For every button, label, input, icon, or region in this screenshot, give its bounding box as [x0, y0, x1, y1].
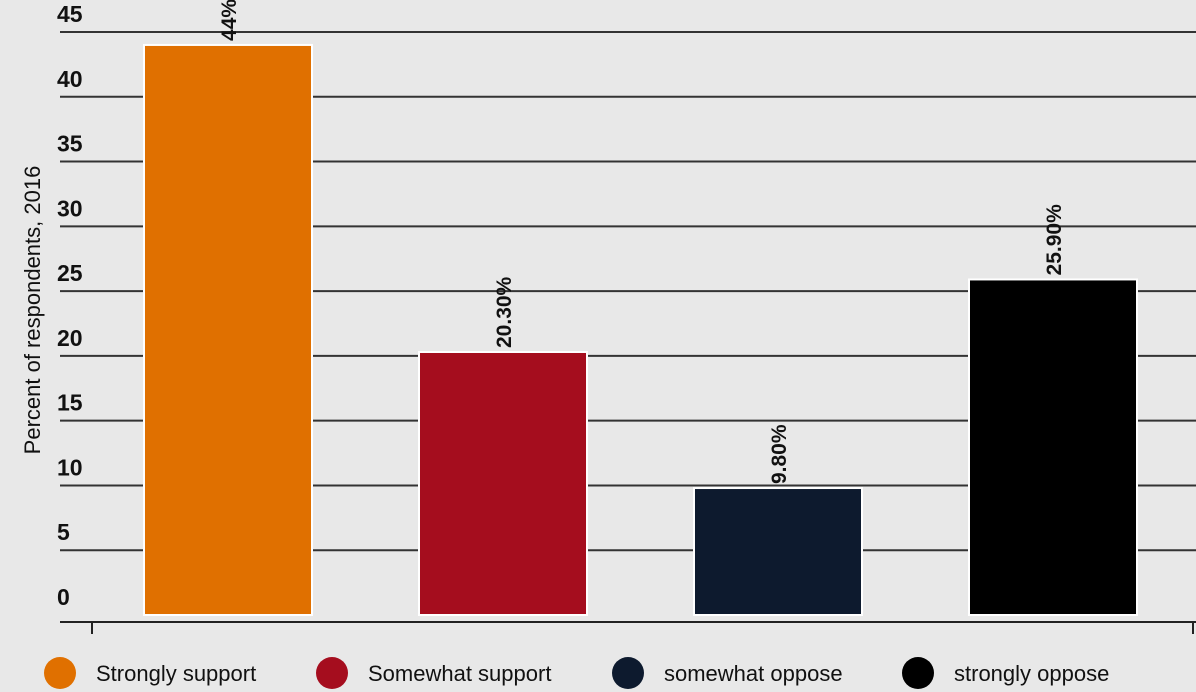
legend-item-0: Strongly support	[44, 657, 256, 689]
data-label-3: 25.90%	[1043, 204, 1066, 276]
legend-swatch-1	[316, 657, 348, 689]
y-tick-label-45: 45	[57, 1, 83, 27]
y-tick-label-15: 15	[57, 390, 83, 416]
legend-swatch-2	[612, 657, 644, 689]
data-label-2: 9.80%	[768, 424, 791, 484]
y-tick-label-20: 20	[57, 325, 83, 351]
bar-3	[968, 278, 1138, 616]
bar-1	[418, 351, 588, 616]
legend-label-2: somewhat oppose	[664, 661, 843, 686]
y-axis-title: Percent of respondents, 2016	[20, 166, 45, 455]
data-labels: 44% 20.30% 9.80% 25.90%	[218, 0, 1066, 484]
legend-label-3: strongly oppose	[954, 661, 1109, 686]
bars	[143, 43, 1138, 616]
y-tick-label-35: 35	[57, 131, 83, 157]
data-label-1: 20.30%	[493, 276, 516, 348]
y-tick-label-25: 25	[57, 260, 83, 286]
legend-item-1: Somewhat support	[316, 657, 551, 689]
data-label-0: 44%	[218, 0, 241, 41]
legend-swatch-3	[902, 657, 934, 689]
y-tick-label-30: 30	[57, 195, 83, 221]
x-axis	[60, 621, 1196, 634]
y-tick-label-10: 10	[57, 454, 83, 480]
legend-item-2: somewhat oppose	[612, 657, 843, 689]
y-tick-label-5: 5	[57, 519, 70, 545]
legend-label-1: Somewhat support	[368, 661, 551, 686]
bar-0	[143, 43, 313, 616]
legend-label-0: Strongly support	[96, 661, 256, 686]
legend-item-3: strongly oppose	[902, 657, 1109, 689]
y-tick-label-0: 0	[57, 584, 70, 610]
legend: Strongly support Somewhat support somewhat…	[44, 657, 1109, 689]
legend-swatch-0	[44, 657, 76, 689]
bar-2	[693, 487, 863, 616]
y-tick-label-40: 40	[57, 66, 83, 92]
y-axis-ticks: 0 5 10 15 20 25 30 35 40 45	[57, 1, 83, 610]
